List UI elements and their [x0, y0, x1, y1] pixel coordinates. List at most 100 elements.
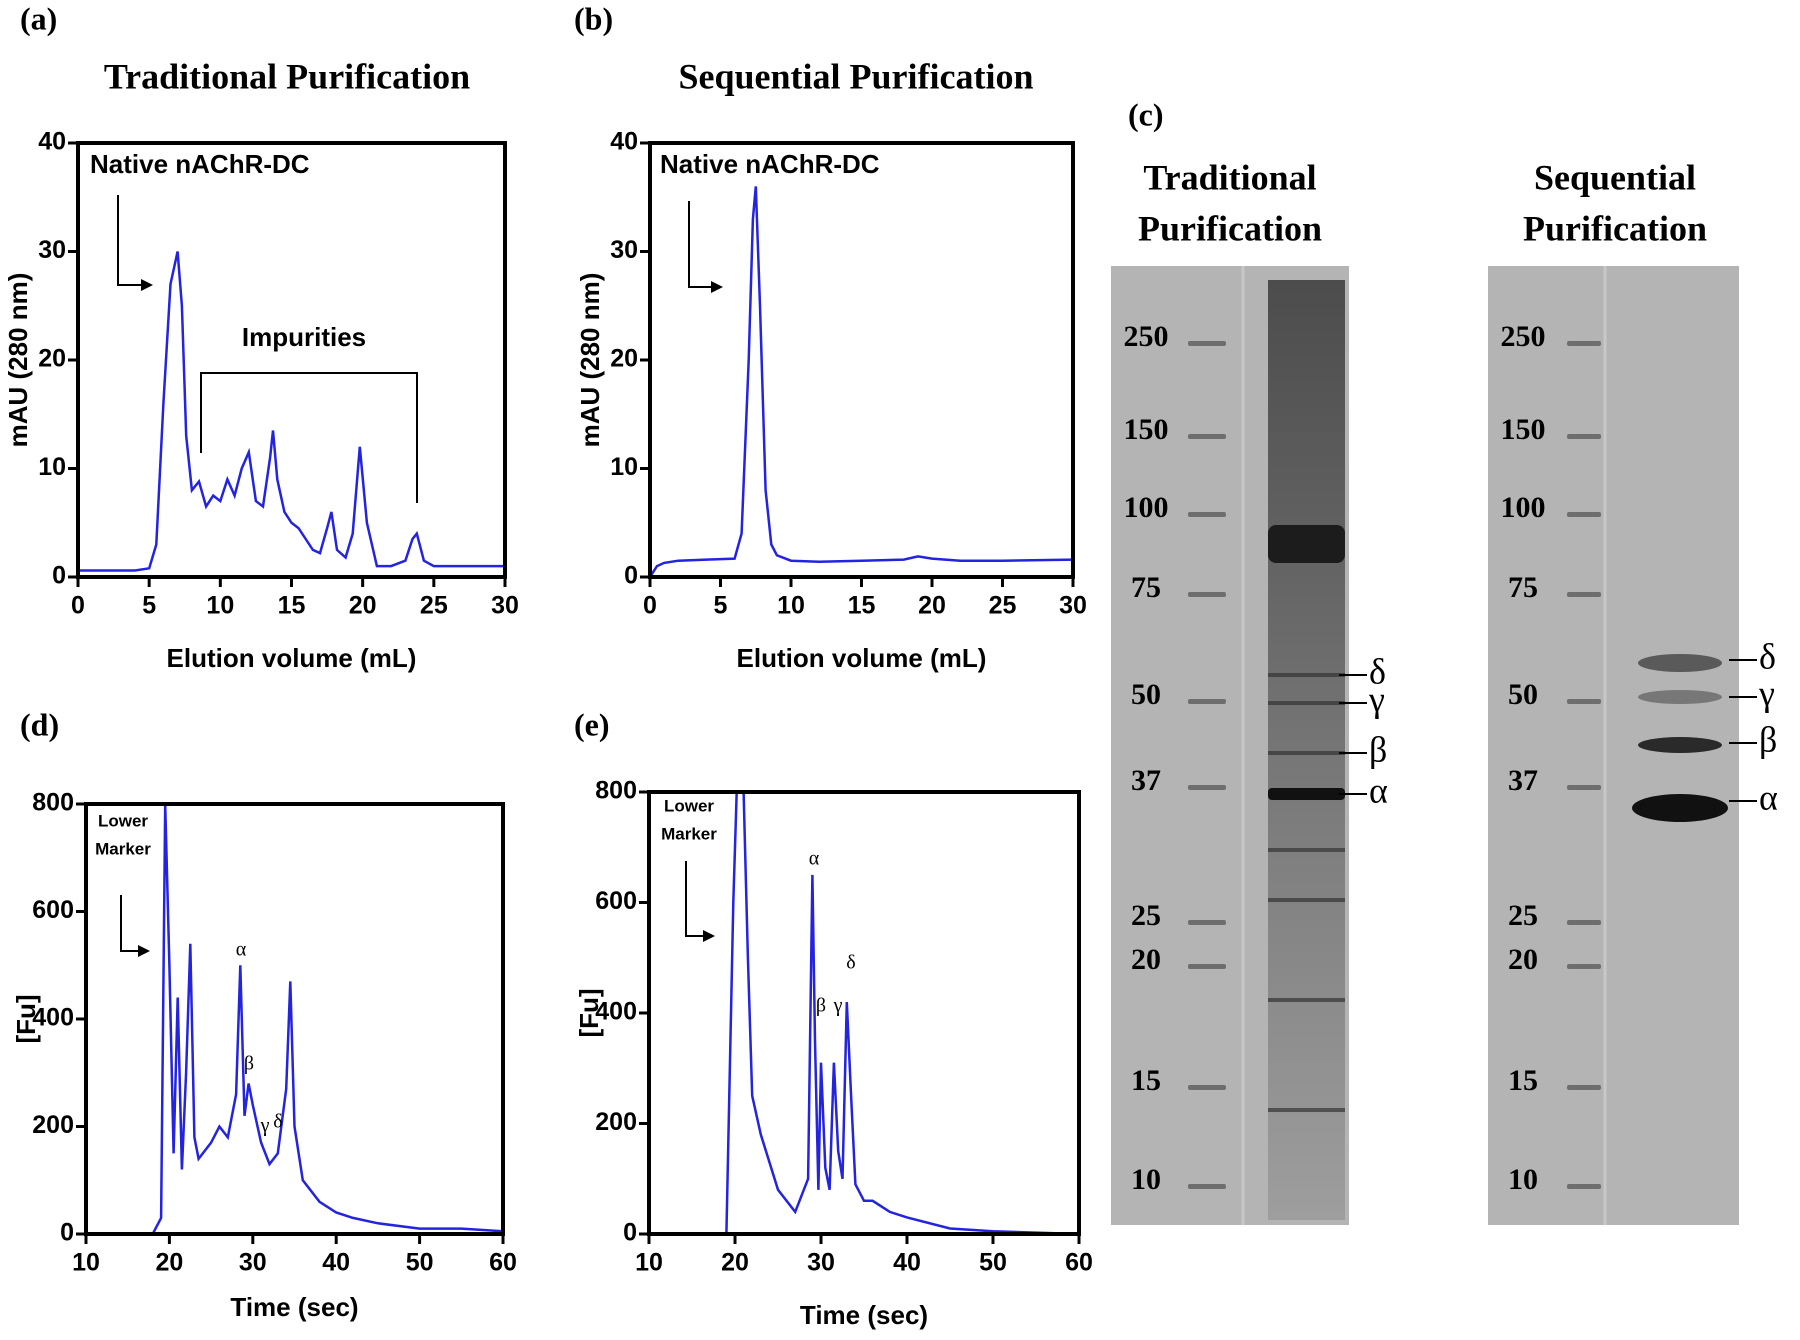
marker-band: [1188, 434, 1226, 439]
marker-label: 250: [1501, 320, 1546, 353]
panel-label: (b): [574, 0, 613, 36]
x-tick-label: 30: [239, 1249, 267, 1277]
y-tick-label: 400: [595, 998, 637, 1026]
band-label: β: [1759, 719, 1777, 759]
y-axis-label: [Fu]: [11, 994, 41, 1043]
marker-band: [1188, 699, 1226, 704]
y-tick-label: 200: [595, 1108, 637, 1136]
marker-label: 15: [1508, 1064, 1538, 1097]
annotation: α: [809, 848, 820, 870]
x-axis-label: Time (sec): [800, 1300, 928, 1330]
annotation: Marker: [661, 824, 717, 843]
panel-label: (e): [574, 706, 610, 742]
x-tick-label: 20: [155, 1249, 183, 1277]
x-axis-label: Elution volume (mL): [167, 643, 417, 673]
band-label: β: [1369, 729, 1387, 769]
x-tick-label: 5: [142, 592, 156, 620]
marker-label: 50: [1131, 678, 1161, 711]
decoration: [711, 281, 723, 293]
x-tick-label: 30: [491, 592, 519, 620]
y-tick-label: 0: [623, 1219, 637, 1247]
x-tick-label: 20: [918, 592, 946, 620]
gel-title: Purification: [1138, 208, 1322, 248]
marker-band: [1567, 920, 1601, 925]
marker-label: 15: [1131, 1064, 1161, 1097]
x-axis-label: Time (sec): [230, 1292, 358, 1322]
annotation: δ: [846, 952, 855, 974]
y-axis-label: [Fu]: [574, 988, 604, 1037]
x-tick-label: 25: [989, 592, 1017, 620]
marker-band: [1567, 785, 1601, 790]
x-tick-label: 10: [72, 1249, 100, 1277]
annotation: β: [244, 1053, 254, 1075]
data-line: [78, 251, 505, 572]
marker-band: [1567, 341, 1601, 346]
marker-band: [1567, 699, 1601, 704]
annotation: Native nAChR-DC: [90, 149, 310, 179]
y-tick-label: 30: [610, 236, 638, 264]
sample-band: [1638, 690, 1722, 704]
marker-band: [1188, 920, 1226, 925]
sample-band: [1268, 788, 1345, 800]
data-line: [86, 803, 503, 1234]
marker-band: [1188, 1085, 1226, 1090]
annotation: γ: [260, 1115, 270, 1137]
x-tick-label: 40: [893, 1249, 921, 1277]
y-tick-label: 0: [52, 562, 66, 590]
marker-label: 25: [1131, 899, 1161, 932]
plot-frame: [648, 141, 1075, 579]
marker-label: 10: [1131, 1163, 1161, 1196]
x-tick-label: 30: [1059, 592, 1087, 620]
x-tick-label: 40: [322, 1249, 350, 1277]
band-label: α: [1759, 777, 1778, 817]
panel-label: (c): [1128, 96, 1164, 132]
annotation: γ: [833, 995, 843, 1017]
marker-label: 100: [1501, 491, 1546, 524]
decoration: [1268, 701, 1345, 705]
marker-band: [1567, 512, 1601, 517]
x-tick-label: 20: [721, 1249, 749, 1277]
x-tick-label: 15: [278, 592, 306, 620]
marker-band: [1188, 512, 1226, 517]
decoration: [1268, 998, 1345, 1002]
x-axis-label: Elution volume (mL): [737, 643, 987, 673]
marker-band: [1188, 592, 1226, 597]
x-tick-label: 15: [848, 592, 876, 620]
sample-band: [1632, 794, 1728, 822]
x-tick-label: 50: [979, 1249, 1007, 1277]
y-tick-label: 0: [60, 1219, 74, 1247]
chart-title: Traditional Purification: [104, 56, 470, 96]
annotation: Impurities: [242, 322, 366, 352]
decoration: [138, 945, 150, 957]
marker-band: [1567, 1184, 1601, 1189]
x-tick-label: 20: [349, 592, 377, 620]
band-label: δ: [1369, 651, 1386, 691]
decoration: [117, 195, 150, 286]
plot-frame: [76, 141, 507, 579]
y-axis-label: mAU (280 nm): [3, 273, 33, 448]
decoration: [1268, 848, 1345, 852]
marker-label: 75: [1131, 571, 1161, 604]
marker-label: 150: [1501, 413, 1546, 446]
decoration: [1268, 1108, 1345, 1112]
marker-label: 37: [1131, 764, 1161, 797]
y-tick-label: 400: [32, 1004, 74, 1032]
marker-label: 50: [1508, 678, 1538, 711]
annotation: β: [816, 995, 826, 1017]
y-tick-label: 600: [32, 896, 74, 924]
x-tick-label: 60: [489, 1249, 517, 1277]
x-tick-label: 10: [206, 592, 234, 620]
band-label: δ: [1759, 636, 1776, 676]
gel-title: Purification: [1523, 208, 1707, 248]
gel-title: Traditional: [1143, 157, 1316, 197]
band-label: α: [1369, 770, 1388, 810]
marker-label: 250: [1124, 320, 1169, 353]
x-tick-label: 0: [71, 592, 85, 620]
decoration: [1268, 751, 1345, 755]
y-tick-label: 10: [610, 453, 638, 481]
x-tick-label: 10: [635, 1249, 663, 1277]
annotation: δ: [273, 1111, 282, 1133]
marker-label: 20: [1131, 943, 1161, 976]
decoration: [1268, 898, 1345, 902]
annotation: Native nAChR-DC: [660, 149, 880, 179]
